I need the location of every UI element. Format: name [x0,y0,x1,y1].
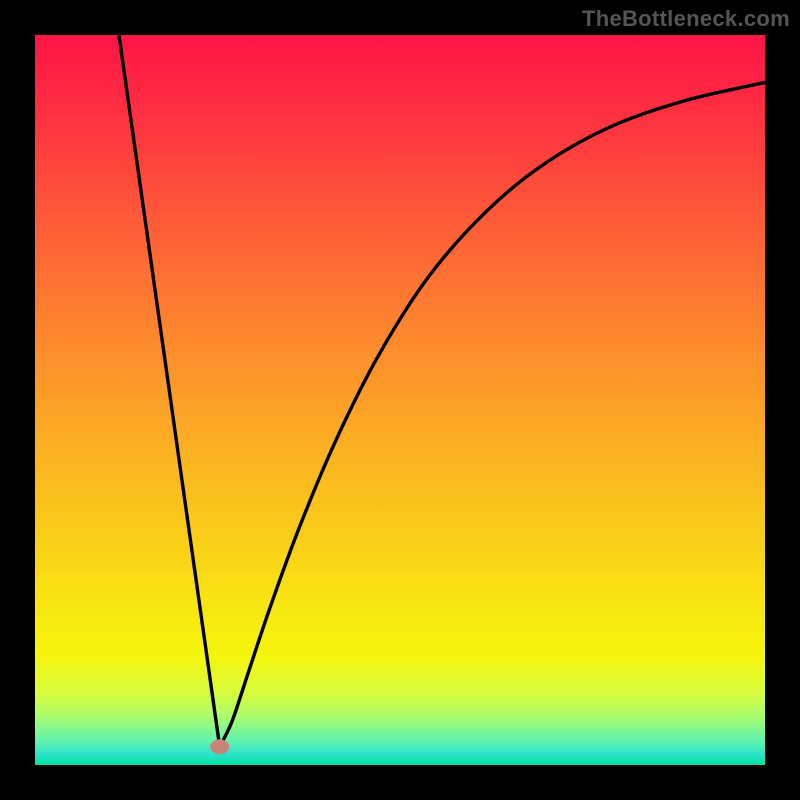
vertex-marker [210,739,229,754]
chart-container: TheBottleneck.com [0,0,800,800]
plot-svg [35,35,765,765]
plot-area [35,35,765,765]
watermark: TheBottleneck.com [582,6,790,32]
gradient-background [35,35,765,765]
